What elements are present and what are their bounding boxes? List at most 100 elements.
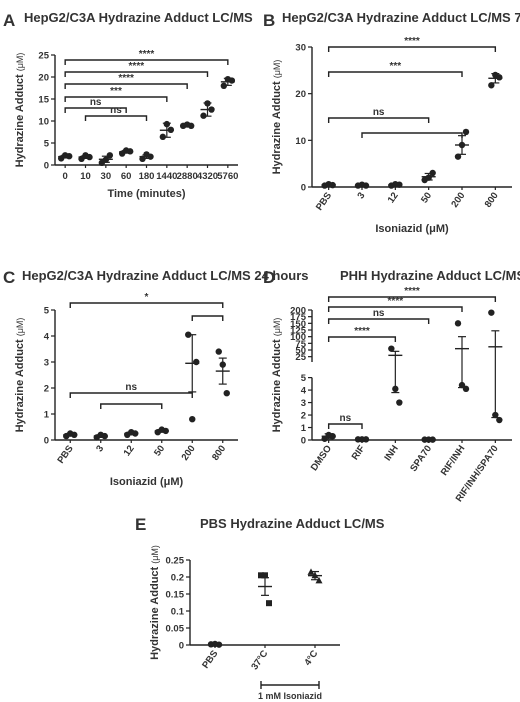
x-tick-label: 30 <box>101 171 112 182</box>
y-tick-label: 15 <box>38 95 49 106</box>
y-tick-label: 0.05 <box>166 624 185 635</box>
x-tick-label: 200 <box>180 443 198 462</box>
data-point <box>329 181 336 189</box>
y-tick-label: 0 <box>44 436 49 447</box>
x-tick-label: 2880 <box>177 171 198 182</box>
y-tick-label: 0 <box>301 183 306 194</box>
significance-bracket <box>84 115 148 121</box>
y-tick-label: 0.15 <box>166 590 185 601</box>
x-tick-label: 3 <box>94 443 106 454</box>
data-point <box>223 390 230 397</box>
y-tick-label: 10 <box>295 136 306 147</box>
data-point <box>429 436 436 443</box>
y-tick-label: 0.25 <box>166 556 185 567</box>
y-tick-label: 0.1 <box>171 607 185 618</box>
data-point <box>392 385 399 393</box>
panel-label: E <box>135 515 146 534</box>
chart-title: HepG2/C3A Hydrazine Adduct LC/MS <box>24 10 253 25</box>
y-axis-label-unit: (μM) <box>150 545 160 564</box>
panel-e: E PBS Hydrazine Adduct LC/MS 0 0.05 0.1 0.15 0… <box>135 515 385 702</box>
y-tick-label: 100 <box>290 332 306 343</box>
data-point <box>187 122 195 130</box>
y-axis-label-unit: (μM) <box>15 53 25 72</box>
data-point <box>429 169 436 177</box>
significance-bracket <box>69 392 193 398</box>
y-tick-label: 50 <box>295 346 306 357</box>
y-axis-label-text: Hydrazine Adduct <box>14 74 26 167</box>
significance-label: ns <box>373 308 385 319</box>
y-axis-label: Hydrazine Adduct (μM) <box>271 60 283 175</box>
x-tick-label: 180 <box>139 171 155 182</box>
y-tick-label: 1 <box>301 423 307 434</box>
panel-label: A <box>3 11 15 30</box>
data-point <box>189 416 196 423</box>
data-point <box>462 128 470 136</box>
data-point <box>258 572 264 579</box>
significance-bracket <box>64 96 168 102</box>
x-tick-label: 37°C <box>249 648 270 672</box>
x-tick-label: PBS <box>200 648 220 670</box>
y-axis-label: Hydrazine Adduct (μM) <box>271 318 283 433</box>
y-axis-label-text: Hydrazine Adduct <box>14 339 26 432</box>
significance-bracket <box>191 315 224 321</box>
data-point <box>220 82 228 90</box>
data-point <box>162 427 169 435</box>
data-point <box>396 181 403 188</box>
data-point <box>167 126 175 133</box>
x-tick-label: SPA70 <box>408 443 434 473</box>
data-point <box>71 431 78 438</box>
significance-bracket <box>327 296 497 302</box>
data-point <box>266 600 272 607</box>
significance-bracket <box>327 71 463 77</box>
data-point <box>159 133 167 141</box>
data-point <box>101 432 108 440</box>
y-tick-label: 0 <box>179 641 184 652</box>
x-tick-label: 4320 <box>197 171 218 182</box>
data-point <box>147 153 154 160</box>
x-tick-label: RIF <box>350 443 368 462</box>
data-point <box>106 152 114 159</box>
data-point <box>307 568 315 575</box>
y-tick-label: 30 <box>295 43 306 54</box>
y-tick-label: 2 <box>44 384 49 395</box>
significance-label: *** <box>389 61 401 72</box>
y-axis-label-text: Hydrazine Adduct <box>271 339 283 432</box>
x-tick-label: PBS <box>55 443 75 465</box>
y-tick-label: 2 <box>301 411 306 422</box>
y-axis-label: Hydrazine Adduct (μM) <box>14 53 26 168</box>
data-point <box>315 576 323 584</box>
y-axis-label: Hydrazine Adduct (μM) <box>149 545 161 660</box>
data-point <box>262 572 268 579</box>
data-point <box>458 381 466 389</box>
significance-bracket <box>327 306 463 312</box>
significance-label: **** <box>118 73 134 84</box>
x-tick-label: 10 <box>80 171 91 182</box>
panel-b: B HepG2/C3A Hydrazine Adduct LC/MS 72 hou… <box>263 10 520 235</box>
x-axis-label: Time (minutes) <box>107 188 185 200</box>
x-tick-label: PBS <box>314 190 334 212</box>
data-point <box>454 153 462 160</box>
data-point <box>462 385 470 393</box>
data-point <box>496 74 503 81</box>
significance-bracket <box>64 107 127 113</box>
x-tick-label: 4°C <box>302 648 320 667</box>
x-tick-label: DMSO <box>309 443 334 473</box>
significance-label: * <box>145 292 149 303</box>
data-point <box>126 148 134 155</box>
data-point <box>488 82 495 89</box>
y-tick-label: 150 <box>290 319 306 330</box>
data-point <box>488 309 495 316</box>
significance-bracket <box>327 336 397 342</box>
significance-label: *** <box>110 86 122 97</box>
x-tick-label: 800 <box>483 190 501 209</box>
data-point <box>208 106 215 113</box>
significance-bracket <box>327 318 430 324</box>
data-point <box>163 120 171 128</box>
x-tick-label: 12 <box>386 190 401 205</box>
significance-bracket <box>100 403 163 409</box>
significance-label: ns <box>373 107 385 118</box>
y-tick-label: 125 <box>290 326 307 337</box>
data-point <box>492 411 499 419</box>
x-tick-label: 50 <box>419 190 434 205</box>
